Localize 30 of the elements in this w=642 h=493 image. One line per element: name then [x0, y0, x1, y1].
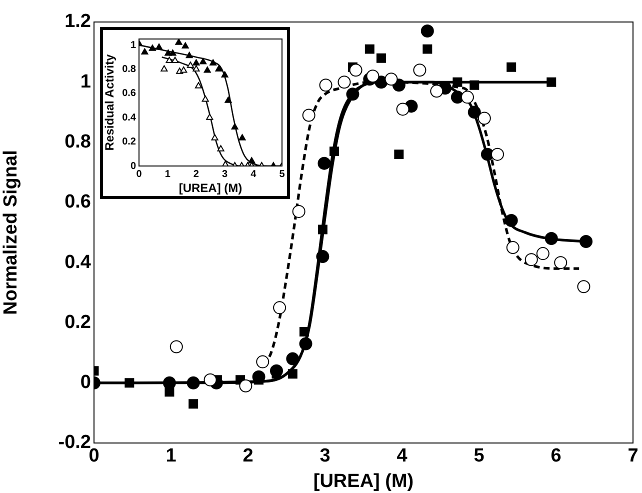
y-axis-title: Normalized Signal [0, 150, 22, 315]
x-tick-label: 5 [474, 446, 485, 467]
y-tick-label: 0.6 [122, 88, 136, 100]
y-tick-label: 0.6 [64, 192, 91, 213]
x-axis-title: [UREA] (M) [313, 470, 414, 492]
y-tick-label: 0.8 [122, 64, 136, 75]
x-tick-label: 2 [242, 446, 254, 467]
x-tick-label: 1 [166, 446, 177, 467]
y-tick-label: 0.4 [64, 252, 92, 273]
x-tick-label: 1 [164, 168, 171, 180]
x-tick-label: 2 [193, 168, 200, 180]
x-tick-label: 7 [628, 446, 638, 467]
x-tick-label: 5 [279, 168, 286, 180]
y-tick-label: 0.2 [122, 136, 136, 148]
y-tick-label: 0.2 [64, 312, 91, 333]
y-tick-label: -0.2 [58, 432, 91, 454]
y-tick-label: 0 [80, 372, 91, 394]
x-axis-title: [UREA] (M) [178, 181, 242, 196]
y-tick-label: 1.2 [64, 11, 91, 32]
y-tick-label: 0.4 [122, 112, 136, 124]
y-tick-label: 1 [130, 40, 136, 51]
x-tick-label: 3 [320, 446, 330, 467]
y-tick-label: 1 [80, 71, 92, 92]
y-tick-label: 0.8 [64, 132, 91, 153]
x-tick-label: 4 [396, 446, 408, 467]
x-tick-label: 6 [550, 446, 562, 467]
x-tick-label: 3 [222, 168, 228, 180]
y-axis-title: Residual Activity [102, 54, 117, 151]
x-tick-label: 4 [250, 168, 257, 180]
y-tick-label: 0 [130, 160, 136, 172]
